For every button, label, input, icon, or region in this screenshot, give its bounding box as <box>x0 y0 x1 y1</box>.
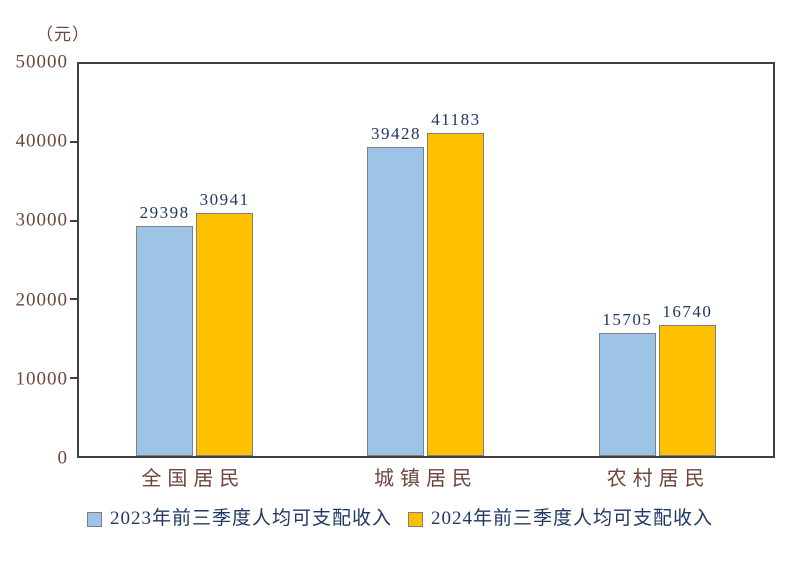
bar-wrap: 29398 <box>136 64 194 456</box>
y-tick-label: 30000 <box>15 209 68 231</box>
bar <box>427 133 485 456</box>
y-tick-mark <box>70 298 78 301</box>
bar-groups: 29398 30941 39428 41183 15705 16740 <box>79 64 773 456</box>
bar-group-2: 39428 41183 <box>310 64 541 456</box>
bar-group-3: 15705 16740 <box>542 64 773 456</box>
bar-wrap: 30941 <box>196 64 254 456</box>
bar-wrap: 41183 <box>427 64 485 456</box>
legend-swatch-2024-icon <box>408 511 423 527</box>
bar-value-label: 29398 <box>139 202 190 222</box>
y-axis-labels: 0 10000 20000 30000 40000 50000 <box>0 53 68 468</box>
bar <box>367 146 425 456</box>
bar <box>136 225 194 456</box>
bar-value-label: 30941 <box>199 190 250 210</box>
legend: 2023年前三季度人均可支配收入 2024年前三季度人均可支配收入 <box>0 507 800 532</box>
bar <box>196 213 254 456</box>
y-tick-mark <box>70 141 78 144</box>
legend-item-2023: 2023年前三季度人均可支配收入 <box>86 507 392 532</box>
y-tick-label: 50000 <box>15 51 68 73</box>
bar-group-1: 29398 30941 <box>79 64 310 456</box>
y-tick-label: 40000 <box>15 130 68 152</box>
y-tick-label: 0 <box>57 447 68 469</box>
bar-value-label: 16740 <box>662 301 713 321</box>
plot-area: 29398 30941 39428 41183 15705 16740 <box>70 62 775 458</box>
x-axis-category-label-2: 城镇居民 <box>374 468 478 490</box>
y-tick-mark <box>70 376 78 379</box>
bar-wrap: 39428 <box>367 64 425 456</box>
y-tick-label: 20000 <box>15 289 68 311</box>
legend-label-2024: 2024年前三季度人均可支配收入 <box>431 508 714 529</box>
x-axis-labels: 全国居民 城镇居民 农村居民 <box>77 467 775 491</box>
bar-value-label: 41183 <box>431 110 481 130</box>
bar-wrap: 15705 <box>598 64 656 456</box>
x-axis-category-label-1: 全国居民 <box>141 468 246 490</box>
bar-wrap: 16740 <box>658 64 716 456</box>
legend-swatch-2023-icon <box>86 511 102 527</box>
bar-value-label: 39428 <box>370 123 421 143</box>
bar-value-label: 15705 <box>602 309 653 329</box>
y-tick-mark <box>70 219 78 222</box>
y-axis-unit-label: （元） <box>36 25 90 44</box>
y-tick-label: 10000 <box>15 368 68 390</box>
x-axis-category-label-3: 农村居民 <box>606 468 711 490</box>
legend-item-2024: 2024年前三季度人均可支配收入 <box>408 507 713 532</box>
bar <box>658 324 716 456</box>
legend-label-2023: 2023年前三季度人均可支配收入 <box>109 508 392 529</box>
bar <box>598 332 656 456</box>
